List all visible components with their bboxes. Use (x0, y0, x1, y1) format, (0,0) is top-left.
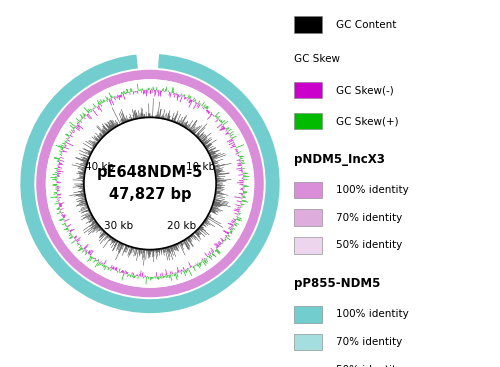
Text: 30 kb: 30 kb (104, 221, 134, 231)
Text: 20 kb: 20 kb (166, 221, 196, 231)
Text: GC Skew: GC Skew (294, 54, 340, 64)
FancyBboxPatch shape (294, 306, 322, 323)
Wedge shape (36, 70, 264, 297)
Wedge shape (46, 79, 254, 288)
Text: 70% identity: 70% identity (336, 337, 402, 347)
Wedge shape (65, 98, 235, 269)
Text: 70% identity: 70% identity (336, 213, 402, 223)
Text: 100% identity: 100% identity (336, 309, 409, 319)
Circle shape (84, 117, 216, 250)
Text: 40 kb: 40 kb (85, 162, 114, 172)
FancyBboxPatch shape (294, 361, 322, 367)
FancyBboxPatch shape (294, 16, 322, 33)
FancyBboxPatch shape (294, 334, 322, 350)
FancyBboxPatch shape (294, 237, 322, 254)
Text: 10 kb: 10 kb (186, 162, 215, 172)
Text: pP855-NDM5: pP855-NDM5 (294, 277, 380, 290)
Text: GC Skew(+): GC Skew(+) (336, 116, 399, 126)
Text: 47,827 bp: 47,827 bp (109, 188, 191, 203)
FancyBboxPatch shape (294, 210, 322, 226)
Text: GC Skew(-): GC Skew(-) (336, 85, 394, 95)
FancyBboxPatch shape (294, 82, 322, 98)
FancyBboxPatch shape (294, 113, 322, 130)
Text: 100% identity: 100% identity (336, 185, 409, 195)
Text: GC Content: GC Content (336, 19, 396, 30)
Text: pNDM5_IncX3: pNDM5_IncX3 (294, 153, 385, 166)
Text: 50% identity: 50% identity (336, 240, 402, 250)
Text: 50% identity: 50% identity (336, 364, 402, 367)
Text: pE648NDM-5: pE648NDM-5 (97, 164, 203, 179)
FancyBboxPatch shape (294, 182, 322, 199)
Wedge shape (20, 54, 280, 313)
Wedge shape (48, 82, 252, 285)
